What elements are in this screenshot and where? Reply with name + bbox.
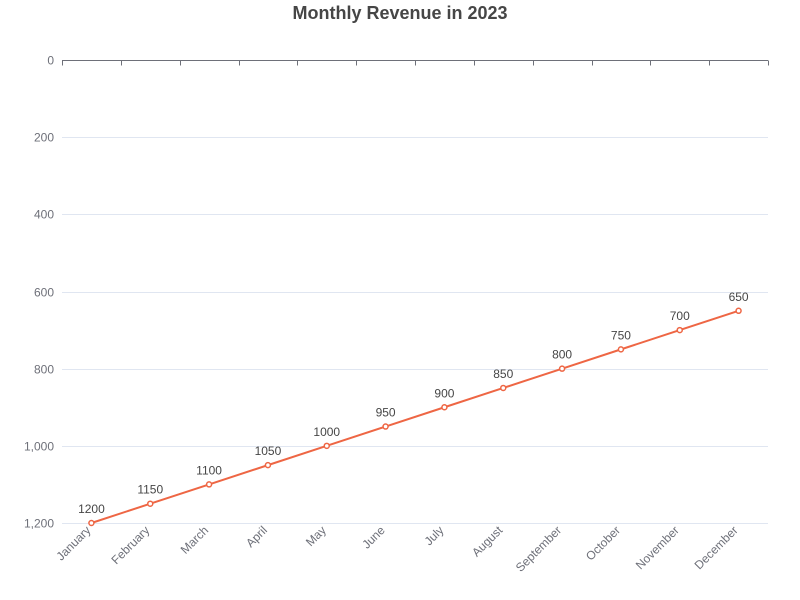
y-tick-label: 600	[34, 286, 54, 300]
data-points	[88, 307, 742, 527]
x-tick-label: February	[109, 523, 153, 567]
chart-title: Monthly Revenue in 2023	[292, 3, 507, 23]
y-tick-label: 1,000	[24, 440, 54, 454]
x-tick-label: May	[303, 523, 329, 549]
x-axis	[62, 60, 769, 66]
y-tick-label: 200	[34, 131, 54, 145]
x-tick-label: January	[53, 523, 93, 563]
data-label: 700	[670, 309, 690, 323]
x-tick-label: September	[513, 523, 564, 574]
data-point[interactable]	[88, 519, 95, 527]
data-labels: 1200 1150 1100 1050 1000 950 900 850 800 750 700 65…	[78, 290, 749, 516]
data-label: 1200	[78, 502, 105, 516]
y-tick-label: 1,200	[24, 517, 54, 531]
y-tick-label: 400	[34, 208, 54, 222]
data-label: 1150	[137, 483, 163, 497]
data-point[interactable]	[558, 365, 566, 372]
x-tick-label: June	[359, 523, 388, 552]
x-axis-tick-labels: January February March April May June July Augu…	[53, 523, 740, 575]
data-label: 1050	[255, 444, 282, 458]
data-label: 1100	[196, 463, 222, 477]
y-tick-label: 0	[47, 54, 54, 68]
data-point[interactable]	[617, 346, 625, 353]
y-tick-label: 800	[34, 363, 54, 377]
data-point[interactable]	[735, 307, 742, 315]
data-point[interactable]	[147, 500, 154, 507]
data-point[interactable]	[441, 404, 448, 411]
y-axis-tick-labels: 0 200 400 600 800 1,000 1,200	[24, 54, 54, 531]
x-tick-label: July	[422, 523, 447, 548]
data-label: 950	[376, 406, 396, 420]
x-tick-label: April	[243, 523, 270, 550]
data-label: 750	[611, 328, 631, 342]
x-tick-label: October	[583, 523, 623, 563]
data-label: 850	[493, 367, 513, 381]
data-point[interactable]	[205, 481, 213, 488]
series-revenue	[91, 309, 739, 524]
grid-lines	[62, 137, 768, 524]
x-tick-label: March	[178, 523, 211, 556]
data-point[interactable]	[264, 461, 272, 469]
data-label: 650	[729, 290, 749, 304]
data-point[interactable]	[676, 326, 683, 334]
data-point[interactable]	[382, 423, 389, 430]
data-label: 1000	[313, 425, 340, 439]
data-point[interactable]	[323, 442, 330, 450]
series-line	[91, 309, 739, 524]
data-label: 800	[552, 348, 572, 362]
x-tick-label: November	[633, 523, 682, 572]
x-tick-label: December	[692, 523, 741, 572]
data-point[interactable]	[500, 384, 507, 392]
x-tick-label: August	[469, 523, 506, 560]
data-label: 900	[434, 386, 454, 400]
